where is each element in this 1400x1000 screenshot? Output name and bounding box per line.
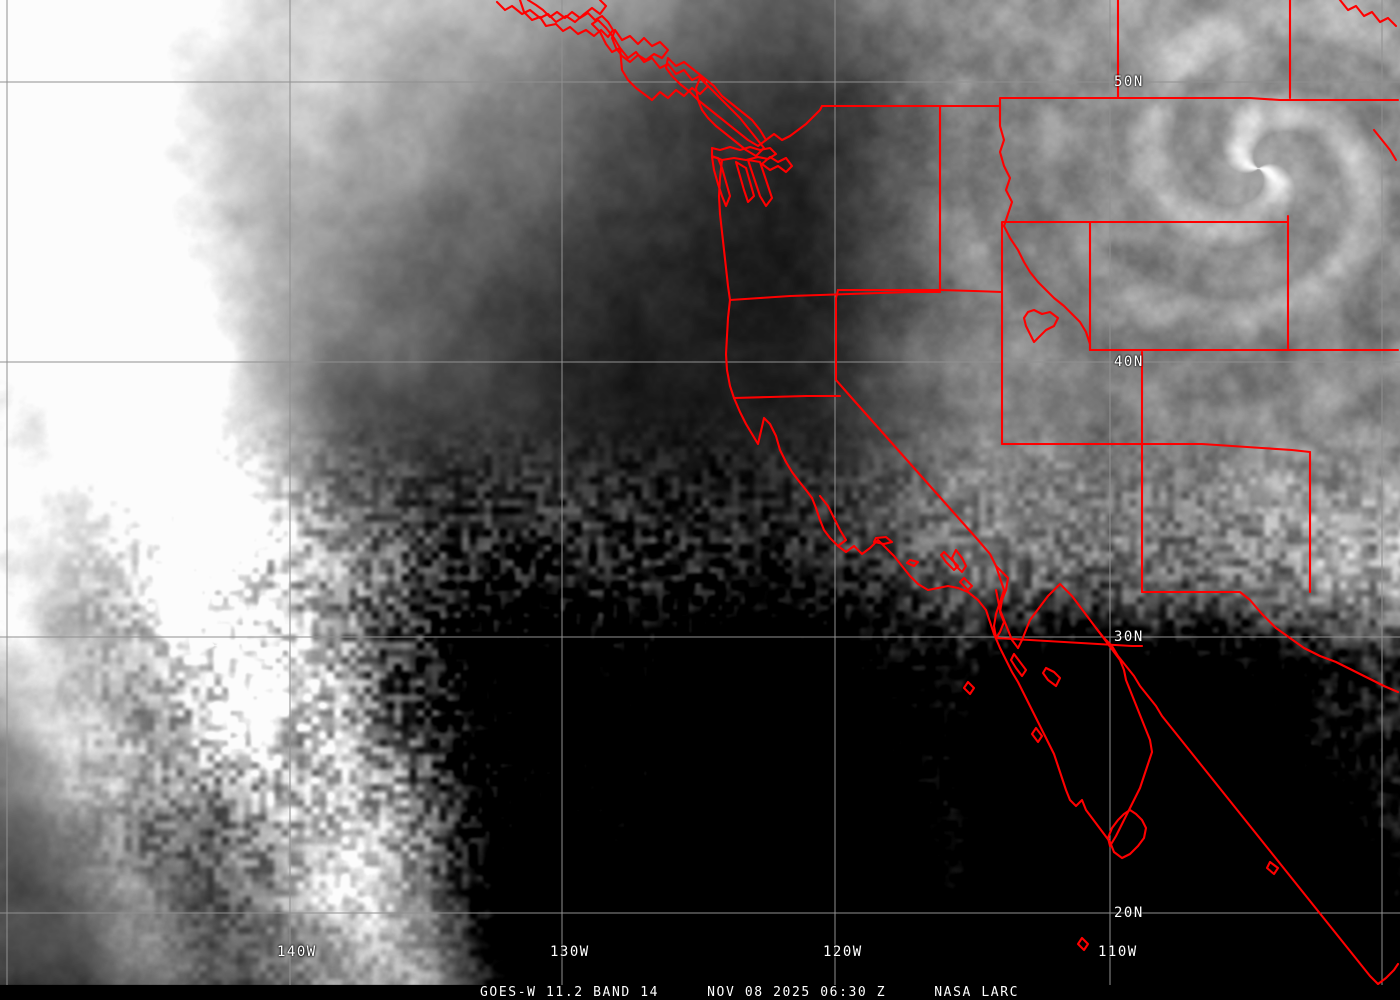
caption-timestamp: NOV 08 2025 06:30 Z [707, 985, 887, 1000]
lat-label-20n: 20N [1114, 905, 1144, 921]
lon-label-120w: 120W [823, 944, 863, 960]
caption-text-row: GOES-W 11.2 BAND 14 NOV 08 2025 06:30 Z NA… [0, 985, 1400, 1000]
caption-satellite-band: GOES-W 11.2 BAND 14 [480, 985, 660, 1000]
lat-label-40n: 40N [1114, 354, 1144, 370]
lat-label-50n: 50N [1114, 74, 1144, 90]
lat-label-30n: 30N [1114, 629, 1144, 645]
caption-source: NASA LARC [934, 985, 1020, 1000]
lon-label-110w: 110W [1098, 944, 1138, 960]
caption-bar [0, 985, 1400, 1000]
lon-label-130w: 130W [550, 944, 590, 960]
lon-label-140w: 140W [277, 944, 317, 960]
